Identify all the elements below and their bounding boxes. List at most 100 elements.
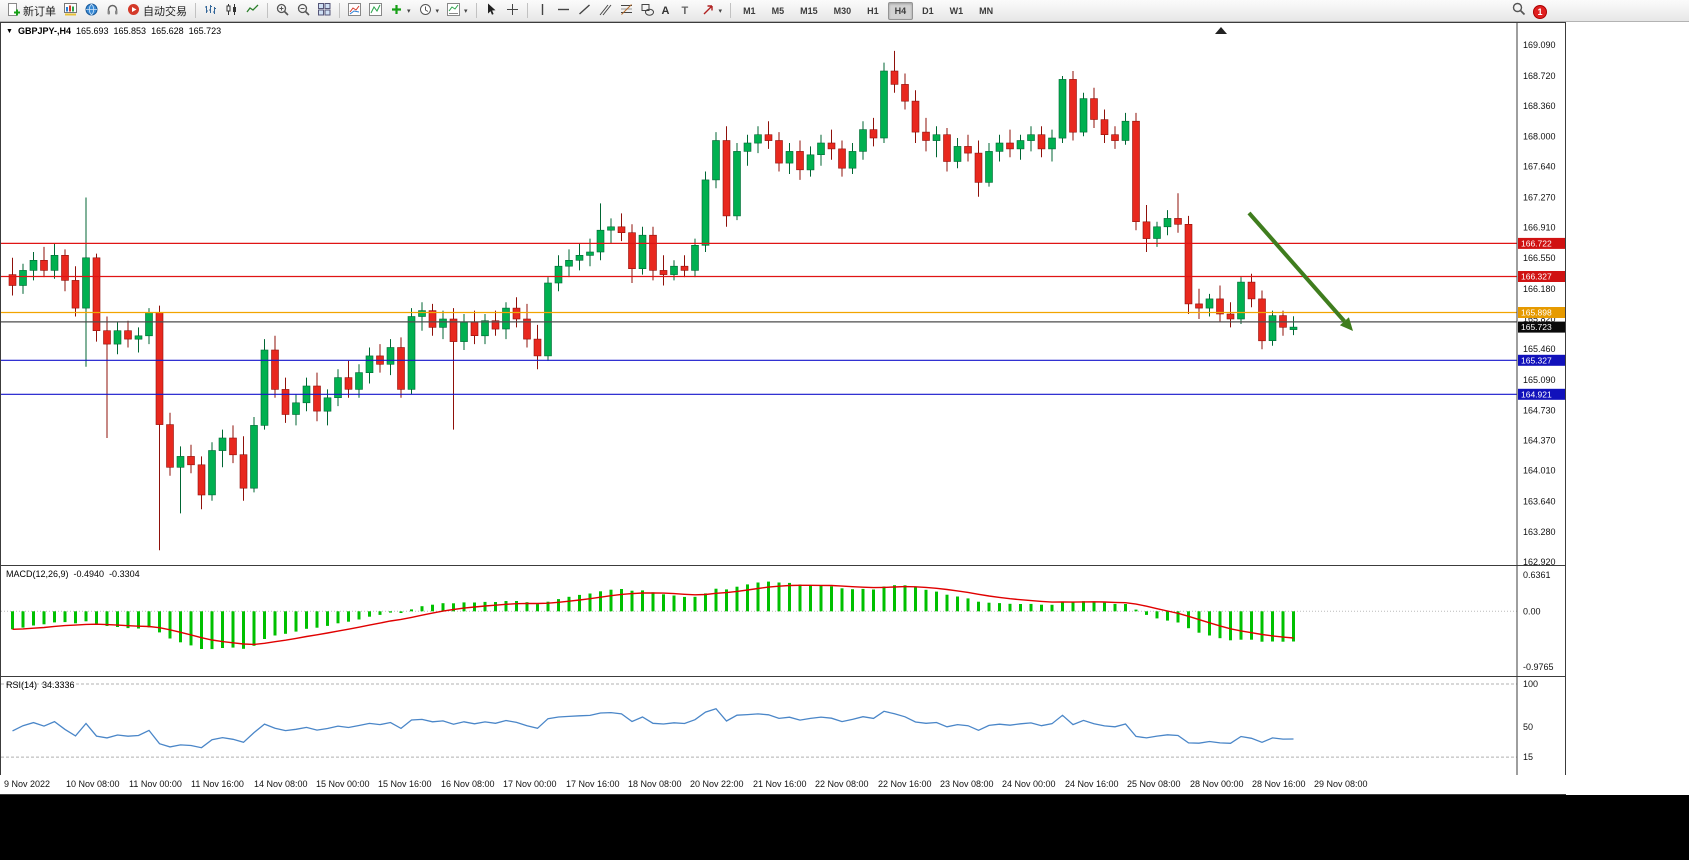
- svg-text:165.898: 165.898: [1521, 308, 1552, 318]
- rsi-plot[interactable]: 100 50 15: [1, 677, 1565, 775]
- rsi-canvas[interactable]: 100 50 15: [1, 677, 1565, 775]
- symbol-period-label: GBPJPY-,H4: [17, 26, 71, 36]
- oscillators-icon: [369, 2, 382, 19]
- date-axis[interactable]: 9 Nov 2022 10 Nov 08:00 11 Nov 00:00 11 Nov…: [0, 775, 1566, 795]
- support-icon: [106, 3, 119, 19]
- date-axis-label: 10 Nov 08:00: [66, 779, 120, 789]
- svg-text:164.370: 164.370: [1523, 436, 1556, 446]
- support-button[interactable]: [102, 1, 123, 20]
- auto-trading-button[interactable]: 自动交易: [123, 1, 191, 20]
- text-icon: A: [661, 4, 670, 17]
- vertical-line-button[interactable]: [532, 1, 553, 20]
- auto-trading-icon: [127, 3, 140, 19]
- charts-window-button[interactable]: [60, 1, 81, 20]
- zoom-in-button[interactable]: [272, 1, 293, 20]
- horizontal-line-icon: [557, 3, 570, 19]
- rsi-name: RSI(14): [6, 680, 38, 690]
- main-chart-plot[interactable]: 169.090 168.720 168.360 168.000 167.640 167.2…: [1, 23, 1565, 565]
- macd-canvas[interactable]: 0.6361 0.00 -0.9765: [1, 566, 1565, 676]
- macd-panel[interactable]: 0.6361 0.00 -0.9765 MACD(12,26,9) -0.4940 …: [0, 565, 1566, 677]
- candlesticks[interactable]: [8, 50, 1298, 551]
- periods-button[interactable]: ▾: [415, 1, 444, 20]
- svg-text:166.180: 166.180: [1523, 284, 1556, 294]
- date-axis-label: 25 Nov 08:00: [1127, 779, 1181, 789]
- timeframe-mn-button[interactable]: MN: [979, 5, 994, 16]
- text-label-icon: T: [681, 4, 689, 17]
- toolbar-groups: 新订单 自动交易 ▾ ▾ ▾ A T ▾ M1 M5 M15 M30 H1 H4 D1 W1 MN: [3, 0, 1001, 22]
- trend-arrow-object[interactable]: [1247, 211, 1353, 331]
- main-chart-canvas[interactable]: 169.090 168.720 168.360 168.000 167.640 167.2…: [1, 23, 1565, 565]
- candlestick-chart-button[interactable]: [221, 1, 242, 20]
- line-chart-icon: [246, 3, 259, 19]
- fibonacci-icon: [620, 3, 633, 19]
- date-axis-label: 15 Nov 00:00: [316, 779, 370, 789]
- search-icon[interactable]: [1512, 2, 1526, 21]
- svg-text:-0.9765: -0.9765: [1523, 662, 1554, 672]
- market-watch-button[interactable]: [81, 1, 102, 20]
- price-badges: 166.722 166.327 165.898 165.327 164.921 165.7…: [1518, 237, 1565, 400]
- timeframe-w1-button[interactable]: W1: [949, 5, 964, 16]
- crosshair-button[interactable]: [502, 1, 523, 20]
- timeframe-m1-button[interactable]: M1: [743, 5, 756, 16]
- rsi-value: 34.3336: [42, 680, 75, 690]
- tile-windows-button[interactable]: [314, 1, 335, 20]
- date-axis-label: 17 Nov 00:00: [503, 779, 557, 789]
- oscillators-button[interactable]: [365, 1, 386, 20]
- svg-text:163.280: 163.280: [1523, 527, 1556, 537]
- horizontal-line-button[interactable]: [553, 1, 574, 20]
- timeframe-d1-button[interactable]: D1: [922, 5, 934, 16]
- svg-text:165.327: 165.327: [1521, 355, 1552, 365]
- toolbar-separator: [339, 3, 340, 18]
- templates-button[interactable]: ▾: [443, 1, 472, 20]
- notifications-badge[interactable]: 1: [1533, 4, 1547, 19]
- indicators-button[interactable]: [344, 1, 365, 20]
- timeframe-m5-button[interactable]: M5: [771, 5, 785, 16]
- charts-window-icon: [64, 2, 77, 19]
- dropdown-caret-icon: ▾: [464, 7, 468, 15]
- svg-text:50: 50: [1523, 722, 1533, 732]
- timeframe-h4-button[interactable]: H4: [887, 1, 914, 20]
- new-order-button[interactable]: 新订单: [3, 1, 60, 20]
- chart-shift-marker-icon[interactable]: [1215, 27, 1227, 34]
- svg-text:164.921: 164.921: [1521, 389, 1552, 399]
- macd-plot[interactable]: 0.6361 0.00 -0.9765: [1, 566, 1565, 676]
- equidistant-channel-button[interactable]: [595, 1, 616, 20]
- rsi-panel[interactable]: 100 50 15 RSI(14) 34.3336: [0, 676, 1566, 776]
- timeframe-h1-button[interactable]: H1: [867, 5, 879, 16]
- arrow-objects-button[interactable]: ▾: [698, 1, 727, 20]
- bar-chart-button[interactable]: [200, 1, 221, 20]
- text-label-button[interactable]: T: [678, 1, 698, 20]
- vertical-line-icon: [536, 3, 549, 19]
- text-button[interactable]: A: [658, 1, 678, 20]
- svg-text:167.640: 167.640: [1523, 162, 1556, 172]
- timeframe-m15-button[interactable]: M15: [800, 5, 818, 16]
- dropdown-caret-icon: ▾: [407, 7, 411, 15]
- expander-icon[interactable]: ▼: [6, 27, 13, 35]
- indicators-icon: [348, 2, 361, 19]
- cursor-button[interactable]: [481, 1, 502, 20]
- fibonacci-button[interactable]: [616, 1, 637, 20]
- svg-text:168.720: 168.720: [1523, 71, 1556, 81]
- date-axis-label: 24 Nov 16:00: [1065, 779, 1119, 789]
- toolbar: 新订单 自动交易 ▾ ▾ ▾ A T ▾ M1 M5 M15 M30 H1 H4 D1 W1 MN 1: [0, 0, 1689, 22]
- rsi-line: [12, 707, 1294, 749]
- market-watch-icon: [85, 3, 98, 19]
- timeframe-m30-button[interactable]: M30: [833, 5, 852, 16]
- add-indicator-button[interactable]: ▾: [386, 1, 415, 20]
- date-axis-label: 16 Nov 08:00: [441, 779, 495, 789]
- dropdown-caret-icon: ▾: [718, 7, 723, 15]
- date-axis-label: 15 Nov 16:00: [378, 779, 432, 789]
- svg-text:165.090: 165.090: [1523, 375, 1556, 385]
- toolbar-separator: [475, 3, 477, 18]
- svg-text:0.00: 0.00: [1523, 606, 1541, 616]
- line-chart-button[interactable]: [242, 1, 263, 20]
- dropdown-caret-icon: ▾: [435, 7, 440, 15]
- crosshair-icon: [506, 3, 519, 19]
- trendline-button[interactable]: [574, 1, 595, 20]
- main-chart-panel[interactable]: 169.090 168.720 168.360 168.000 167.640 167.2…: [0, 22, 1566, 566]
- svg-text:168.000: 168.000: [1523, 131, 1556, 141]
- zoom-out-button[interactable]: [293, 1, 314, 20]
- cursor-icon: [485, 3, 498, 19]
- shapes-button[interactable]: [637, 1, 658, 20]
